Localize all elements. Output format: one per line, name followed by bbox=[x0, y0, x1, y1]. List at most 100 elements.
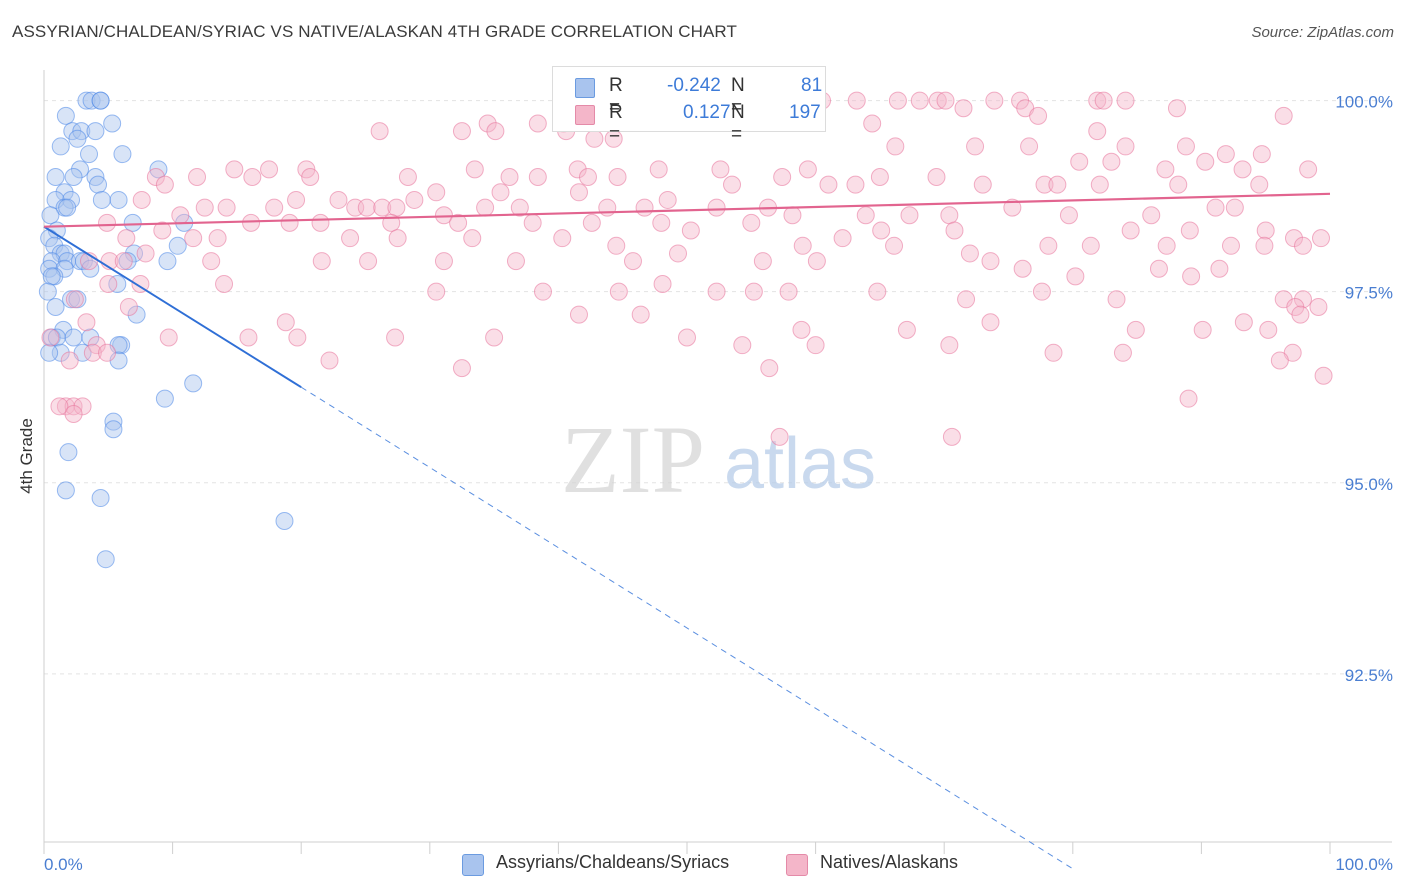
r-value: 0.127 bbox=[683, 102, 731, 123]
point-assyrians bbox=[81, 328, 100, 347]
grid bbox=[44, 100, 1392, 675]
point-natives bbox=[77, 313, 96, 332]
point-natives bbox=[658, 190, 677, 209]
point-natives bbox=[888, 91, 907, 110]
point-natives bbox=[585, 129, 604, 148]
point-natives bbox=[217, 198, 236, 217]
point-assyrians bbox=[64, 328, 83, 347]
point-assyrians bbox=[46, 297, 65, 316]
point-natives bbox=[868, 282, 887, 301]
point-natives bbox=[1284, 229, 1303, 248]
point-assyrians bbox=[103, 114, 122, 133]
point-natives bbox=[434, 252, 453, 271]
point-natives bbox=[485, 328, 504, 347]
point-natives bbox=[528, 114, 547, 133]
legend-swatch-natives bbox=[786, 854, 808, 876]
point-natives bbox=[427, 282, 446, 301]
point-assyrians bbox=[62, 290, 81, 309]
point-natives bbox=[329, 190, 348, 209]
point-natives bbox=[1250, 175, 1269, 194]
point-assyrians bbox=[42, 267, 61, 286]
point-natives bbox=[1126, 320, 1145, 339]
point-natives bbox=[553, 229, 572, 248]
point-natives bbox=[465, 160, 484, 179]
trend-line-natives bbox=[43, 192, 1331, 228]
point-natives bbox=[936, 91, 955, 110]
point-natives bbox=[506, 252, 525, 271]
point-natives bbox=[863, 114, 882, 133]
point-natives bbox=[341, 229, 360, 248]
legend-label-assyrians: Assyrians/Chaldeans/Syriacs bbox=[496, 852, 730, 872]
point-natives bbox=[623, 252, 642, 271]
point-natives bbox=[449, 213, 468, 232]
point-natives bbox=[1116, 137, 1135, 156]
point-natives bbox=[98, 343, 117, 362]
point-natives bbox=[131, 275, 150, 294]
point-natives bbox=[64, 404, 83, 423]
point-natives bbox=[242, 213, 261, 232]
point-assyrians bbox=[92, 190, 111, 209]
point-natives bbox=[195, 198, 214, 217]
point-natives bbox=[733, 336, 752, 355]
point-natives bbox=[276, 313, 295, 332]
point-assyrians bbox=[71, 252, 90, 271]
point-natives bbox=[744, 282, 763, 301]
point-natives bbox=[792, 320, 811, 339]
n-label: N = bbox=[731, 102, 745, 145]
x-tick-label-max: 100.0% bbox=[1335, 855, 1393, 874]
point-natives bbox=[985, 91, 1004, 110]
point-natives bbox=[1113, 343, 1132, 362]
point-assyrians bbox=[127, 305, 146, 324]
point-natives bbox=[476, 198, 495, 217]
point-natives bbox=[578, 168, 597, 187]
point-natives bbox=[1081, 236, 1100, 255]
point-assyrians bbox=[80, 145, 99, 164]
point-natives bbox=[114, 252, 133, 271]
point-natives bbox=[1179, 389, 1198, 408]
point-natives bbox=[1088, 122, 1107, 141]
point-natives bbox=[635, 198, 654, 217]
point-natives bbox=[50, 397, 69, 416]
point-natives bbox=[870, 168, 889, 187]
point-natives bbox=[927, 168, 946, 187]
point-natives bbox=[146, 168, 165, 187]
point-assyrians bbox=[77, 91, 96, 110]
point-natives bbox=[954, 99, 973, 118]
point-natives bbox=[373, 198, 392, 217]
chart-title: ASSYRIAN/CHALDEAN/SYRIAC VS NATIVE/ALASK… bbox=[12, 22, 737, 41]
point-natives bbox=[486, 122, 505, 141]
point-assyrians bbox=[46, 168, 65, 187]
watermark-zip: ZIP bbox=[561, 406, 705, 513]
point-natives bbox=[1206, 198, 1225, 217]
point-natives bbox=[783, 206, 802, 225]
point-natives bbox=[833, 229, 852, 248]
point-natives bbox=[1311, 229, 1330, 248]
point-natives bbox=[528, 168, 547, 187]
point-natives bbox=[239, 328, 258, 347]
y-axis-label: 4th Grade bbox=[17, 418, 36, 494]
r-value: -0.242 bbox=[667, 75, 721, 96]
point-natives bbox=[1252, 145, 1271, 164]
point-assyrians bbox=[113, 145, 132, 164]
point-natives bbox=[132, 190, 151, 209]
point-natives bbox=[386, 328, 405, 347]
point-natives bbox=[1032, 282, 1051, 301]
point-natives bbox=[41, 328, 60, 347]
legend-swatch-assyrians bbox=[462, 854, 484, 876]
point-natives bbox=[793, 236, 812, 255]
point-assyrians bbox=[91, 91, 110, 110]
point-natives bbox=[711, 160, 730, 179]
point-natives bbox=[427, 183, 446, 202]
point-assyrians bbox=[155, 389, 174, 408]
legend-swatch-natives bbox=[575, 105, 595, 125]
point-natives bbox=[510, 198, 529, 217]
point-assyrians bbox=[184, 374, 203, 393]
point-natives bbox=[1210, 259, 1229, 278]
y-tick-label: 92.5% bbox=[1345, 666, 1393, 685]
point-natives bbox=[119, 297, 138, 316]
point-natives bbox=[1256, 221, 1275, 240]
axes bbox=[43, 70, 1392, 854]
point-natives bbox=[1234, 313, 1253, 332]
point-natives bbox=[885, 236, 904, 255]
